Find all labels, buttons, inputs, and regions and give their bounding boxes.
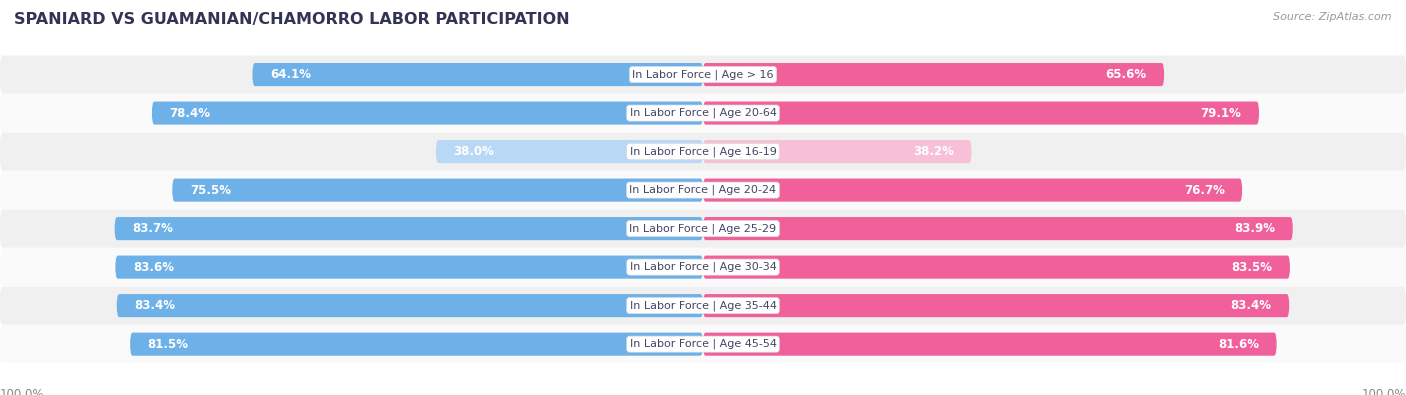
FancyBboxPatch shape <box>703 333 1277 356</box>
FancyBboxPatch shape <box>253 63 703 86</box>
Text: 81.6%: 81.6% <box>1218 338 1260 351</box>
Text: In Labor Force | Age 45-54: In Labor Force | Age 45-54 <box>630 339 776 350</box>
FancyBboxPatch shape <box>0 325 1406 363</box>
Text: 75.5%: 75.5% <box>190 184 231 197</box>
Text: 100.0%: 100.0% <box>0 388 45 395</box>
FancyBboxPatch shape <box>703 217 1294 240</box>
Text: 83.5%: 83.5% <box>1232 261 1272 274</box>
FancyBboxPatch shape <box>173 179 703 202</box>
Text: 65.6%: 65.6% <box>1105 68 1146 81</box>
FancyBboxPatch shape <box>703 63 1164 86</box>
Text: In Labor Force | Age 16-19: In Labor Force | Age 16-19 <box>630 146 776 157</box>
Text: In Labor Force | Age 20-64: In Labor Force | Age 20-64 <box>630 108 776 118</box>
Text: 78.4%: 78.4% <box>169 107 211 120</box>
Text: 64.1%: 64.1% <box>270 68 311 81</box>
Text: 83.6%: 83.6% <box>134 261 174 274</box>
Text: 83.9%: 83.9% <box>1234 222 1275 235</box>
FancyBboxPatch shape <box>114 217 703 240</box>
Text: 100.0%: 100.0% <box>1361 388 1406 395</box>
FancyBboxPatch shape <box>703 140 972 163</box>
Text: In Labor Force | Age 30-34: In Labor Force | Age 30-34 <box>630 262 776 273</box>
FancyBboxPatch shape <box>0 171 1406 209</box>
Text: 38.0%: 38.0% <box>453 145 495 158</box>
Text: In Labor Force | Age > 16: In Labor Force | Age > 16 <box>633 69 773 80</box>
FancyBboxPatch shape <box>703 256 1291 279</box>
FancyBboxPatch shape <box>129 333 703 356</box>
FancyBboxPatch shape <box>0 209 1406 248</box>
FancyBboxPatch shape <box>703 179 1243 202</box>
FancyBboxPatch shape <box>115 256 703 279</box>
Text: 79.1%: 79.1% <box>1201 107 1241 120</box>
FancyBboxPatch shape <box>0 55 1406 94</box>
FancyBboxPatch shape <box>0 132 1406 171</box>
FancyBboxPatch shape <box>0 94 1406 132</box>
Text: In Labor Force | Age 20-24: In Labor Force | Age 20-24 <box>630 185 776 196</box>
FancyBboxPatch shape <box>152 102 703 125</box>
Text: 76.7%: 76.7% <box>1184 184 1225 197</box>
Text: 83.4%: 83.4% <box>1230 299 1272 312</box>
FancyBboxPatch shape <box>117 294 703 317</box>
Text: In Labor Force | Age 35-44: In Labor Force | Age 35-44 <box>630 300 776 311</box>
FancyBboxPatch shape <box>703 102 1260 125</box>
Text: 83.7%: 83.7% <box>132 222 173 235</box>
Text: SPANIARD VS GUAMANIAN/CHAMORRO LABOR PARTICIPATION: SPANIARD VS GUAMANIAN/CHAMORRO LABOR PAR… <box>14 12 569 27</box>
Text: 81.5%: 81.5% <box>148 338 188 351</box>
Text: In Labor Force | Age 25-29: In Labor Force | Age 25-29 <box>630 223 776 234</box>
Text: Source: ZipAtlas.com: Source: ZipAtlas.com <box>1274 12 1392 22</box>
FancyBboxPatch shape <box>703 294 1289 317</box>
Text: 38.2%: 38.2% <box>912 145 953 158</box>
FancyBboxPatch shape <box>0 248 1406 286</box>
FancyBboxPatch shape <box>436 140 703 163</box>
Text: 83.4%: 83.4% <box>134 299 176 312</box>
FancyBboxPatch shape <box>0 286 1406 325</box>
